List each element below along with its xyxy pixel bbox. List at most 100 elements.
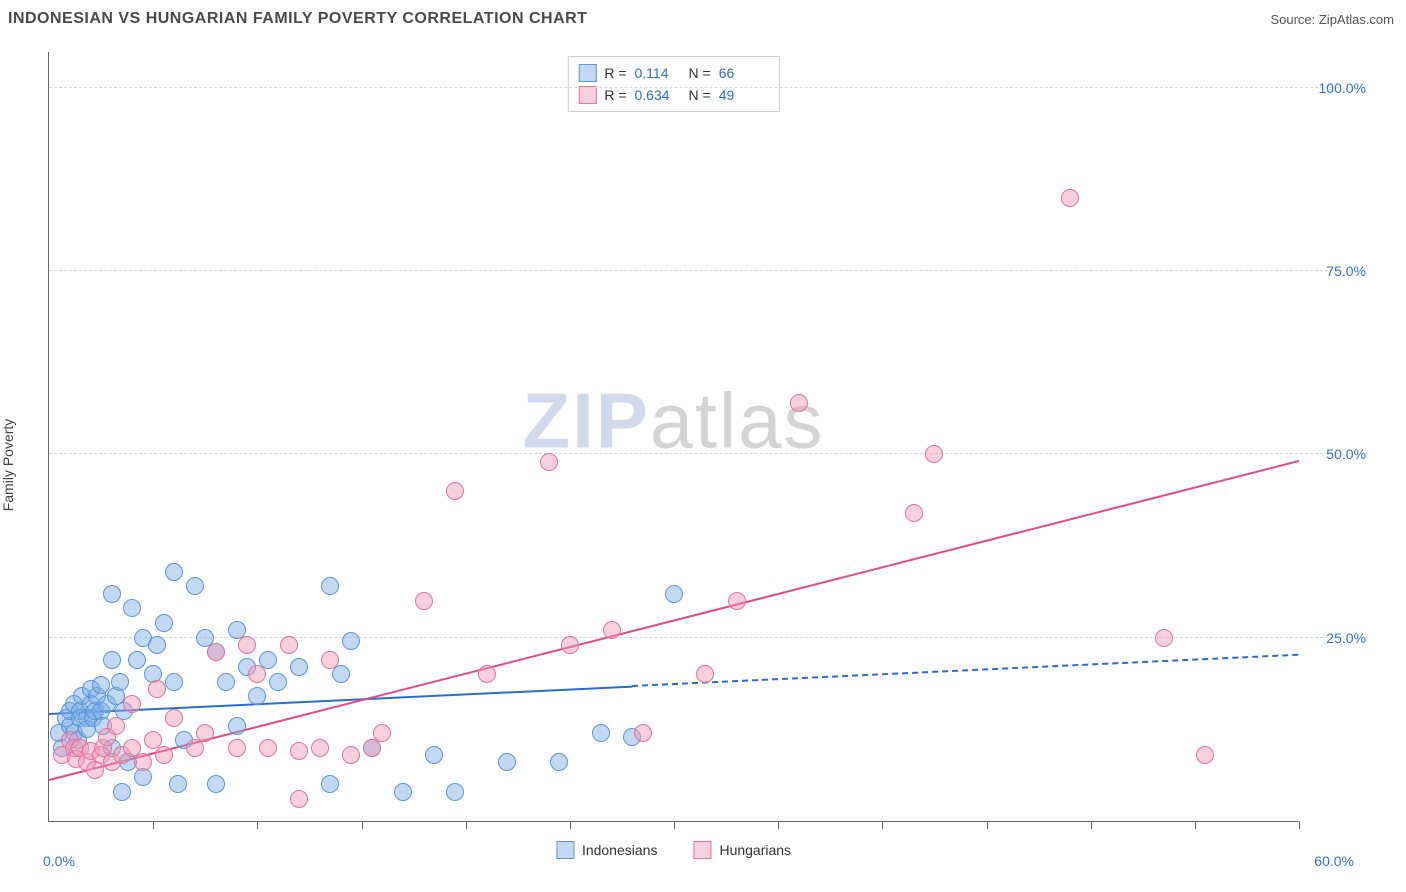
data-point: [148, 636, 166, 654]
data-point: [332, 665, 350, 683]
stats-legend-box: R = 0.114 N = 66 R = 0.634 N = 49: [567, 56, 779, 112]
data-point: [540, 453, 558, 471]
stat-n-0: 66: [719, 62, 765, 84]
data-point: [728, 592, 746, 610]
swatch-hungarians: [578, 86, 596, 104]
data-point: [228, 717, 246, 735]
data-point: [111, 673, 129, 691]
x-tick: [466, 821, 467, 829]
data-point: [165, 673, 183, 691]
data-point: [103, 585, 121, 603]
data-point: [342, 632, 360, 650]
data-point: [123, 599, 141, 617]
data-point: [238, 636, 256, 654]
x-tick: [674, 821, 675, 829]
data-point: [603, 621, 621, 639]
data-point: [561, 636, 579, 654]
x-min-label: 0.0%: [43, 853, 75, 869]
swatch-indonesians: [578, 64, 596, 82]
x-tick: [362, 821, 363, 829]
data-point: [103, 651, 121, 669]
data-point: [905, 504, 923, 522]
legend-item-0: Indonesians: [556, 841, 658, 859]
gridline-h: [49, 270, 1338, 271]
data-point: [1196, 746, 1214, 764]
x-tick: [778, 821, 779, 829]
y-tick-label: 25.0%: [1326, 630, 1366, 646]
data-point: [290, 742, 308, 760]
data-point: [446, 482, 464, 500]
data-point: [446, 783, 464, 801]
x-tick: [570, 821, 571, 829]
legend-item-1: Hungarians: [693, 841, 791, 859]
x-max-label: 60.0%: [1314, 853, 1354, 869]
watermark-zip: ZIP: [522, 377, 649, 465]
y-tick-label: 75.0%: [1326, 263, 1366, 279]
data-point: [790, 394, 808, 412]
data-point: [165, 563, 183, 581]
data-point: [269, 673, 287, 691]
data-point: [186, 577, 204, 595]
source-link[interactable]: ZipAtlas.com: [1319, 12, 1394, 27]
data-point: [248, 665, 266, 683]
data-point: [155, 746, 173, 764]
legend-swatch-indonesians: [556, 841, 574, 859]
data-point: [290, 790, 308, 808]
x-tick: [257, 821, 258, 829]
data-point: [169, 775, 187, 793]
legend-label-0: Indonesians: [582, 842, 658, 858]
stats-row-0: R = 0.114 N = 66: [578, 62, 764, 84]
scatter-plot: ZIPatlas R = 0.114 N = 66 R = 0.634 N = …: [48, 52, 1298, 822]
y-tick-label: 50.0%: [1326, 446, 1366, 462]
data-point: [696, 665, 714, 683]
x-tick: [1091, 821, 1092, 829]
data-point: [321, 775, 339, 793]
data-point: [228, 739, 246, 757]
data-point: [478, 665, 496, 683]
data-point: [342, 746, 360, 764]
data-point: [107, 717, 125, 735]
data-point: [592, 724, 610, 742]
gridline-h: [49, 453, 1338, 454]
stat-n-label: N =: [689, 62, 711, 84]
y-axis-label: Family Poverty: [0, 419, 16, 512]
data-point: [425, 746, 443, 764]
data-point: [280, 636, 298, 654]
data-point: [290, 658, 308, 676]
page-title: INDONESIAN VS HUNGARIAN FAMILY POVERTY C…: [8, 10, 587, 28]
source-prefix: Source:: [1270, 12, 1318, 27]
data-point: [155, 614, 173, 632]
data-point: [113, 783, 131, 801]
legend-swatch-hungarians: [693, 841, 711, 859]
gridline-h: [49, 87, 1338, 88]
y-tick-label: 100.0%: [1319, 80, 1366, 96]
stat-r-label: R =: [604, 62, 626, 84]
data-point: [207, 775, 225, 793]
data-point: [148, 680, 166, 698]
data-point: [321, 651, 339, 669]
data-point: [207, 643, 225, 661]
data-point: [415, 592, 433, 610]
data-point: [165, 709, 183, 727]
data-point: [321, 577, 339, 595]
x-tick: [1195, 821, 1196, 829]
x-tick: [987, 821, 988, 829]
legend-label-1: Hungarians: [719, 842, 791, 858]
data-point: [217, 673, 235, 691]
chart-container: Family Poverty ZIPatlas R = 0.114 N = 66…: [0, 38, 1406, 892]
data-point: [498, 753, 516, 771]
data-point: [373, 724, 391, 742]
data-point: [634, 724, 652, 742]
data-point: [259, 739, 277, 757]
source-attribution: Source: ZipAtlas.com: [1270, 12, 1394, 27]
data-point: [134, 753, 152, 771]
x-tick: [1299, 821, 1300, 829]
data-point: [128, 651, 146, 669]
data-point: [1155, 629, 1173, 647]
legend-bottom: Indonesians Hungarians: [556, 841, 791, 859]
data-point: [248, 687, 266, 705]
data-point: [550, 753, 568, 771]
data-point: [196, 724, 214, 742]
x-tick: [153, 821, 154, 829]
data-point: [311, 739, 329, 757]
